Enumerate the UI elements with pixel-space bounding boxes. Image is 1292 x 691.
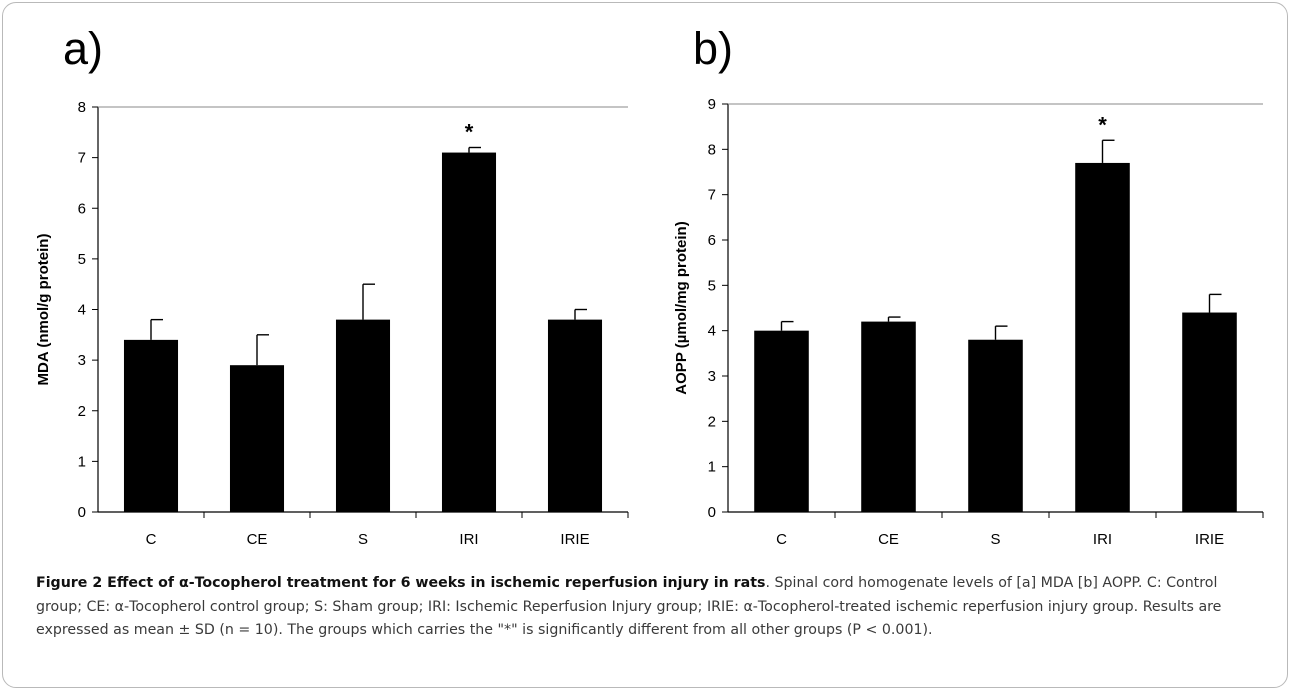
- x-tick-label-irie: IRIE: [560, 531, 589, 548]
- bar-irie: [1182, 312, 1237, 512]
- y-tick-label: 8: [78, 99, 86, 116]
- bar-s: [335, 319, 391, 512]
- x-tick-label-ce: CE: [878, 531, 899, 548]
- y-tick-label: 0: [708, 504, 716, 521]
- y-tick-label: 3: [708, 368, 716, 385]
- x-tick-label-c: C: [146, 531, 157, 548]
- y-tick-label: 1: [78, 453, 86, 470]
- x-tick-label-iri: IRI: [459, 531, 478, 548]
- chart-panel-a: a) 0 1 2 3 4 5 6 7 8 MDA (nmol/g protein) C CE S * IRI I…: [35, 23, 629, 548]
- x-tick-label-c: C: [776, 531, 787, 548]
- y-tick-label: 4: [708, 323, 716, 340]
- bar-c: [754, 330, 809, 512]
- y-tick-label: 7: [78, 150, 86, 167]
- x-tick-label-iri: IRI: [1093, 531, 1112, 548]
- x-tick-label-ce: CE: [247, 531, 268, 548]
- y-tick-label: 8: [708, 141, 716, 158]
- bar-c: [123, 339, 179, 512]
- figure-caption: Figure 2 Effect of α-Tocopherol treatmen…: [36, 572, 1266, 643]
- y-tick-label: 6: [78, 200, 86, 217]
- caption-lead: Figure 2 Effect of α-Tocopherol treatmen…: [36, 575, 766, 591]
- y-tick-label: 5: [708, 277, 716, 294]
- y-tick-label: 4: [78, 302, 86, 319]
- y-tick-label: 7: [708, 187, 716, 204]
- panel-label: b): [693, 23, 733, 74]
- y-tick-label: 9: [708, 96, 716, 113]
- caption-body: . Spinal cord homogenate levels of [a] M…: [36, 575, 1222, 638]
- significance-marker: *: [465, 120, 474, 145]
- y-axis-label: AOPP (µmol/mg protein): [673, 221, 690, 394]
- bar-ce: [229, 365, 285, 512]
- bar-s: [968, 339, 1023, 512]
- bar-irie: [547, 319, 603, 512]
- y-tick-label: 2: [708, 413, 716, 430]
- bar-iri: [441, 152, 497, 512]
- panel-label: a): [63, 23, 103, 74]
- bar-ce: [861, 321, 916, 512]
- y-tick-label: 5: [78, 251, 86, 268]
- y-tick-label: 1: [708, 459, 716, 476]
- bar-iri: [1075, 162, 1130, 512]
- y-tick-label: 6: [708, 232, 716, 249]
- significance-marker: *: [1098, 112, 1107, 137]
- y-axis-label: MDA (nmol/g protein): [35, 234, 52, 386]
- x-tick-label-irie: IRIE: [1195, 531, 1224, 548]
- y-tick-label: 2: [78, 403, 86, 420]
- chart-panel-b: b) 0 1 2 3 4 5 6 7 8 9 AOPP (µmol/mg protein) C CE S * I…: [673, 23, 1264, 548]
- y-tick-label: 3: [78, 352, 86, 369]
- x-tick-label-s: S: [358, 531, 368, 548]
- x-tick-label-s: S: [990, 531, 1000, 548]
- y-tick-label: 0: [78, 504, 86, 521]
